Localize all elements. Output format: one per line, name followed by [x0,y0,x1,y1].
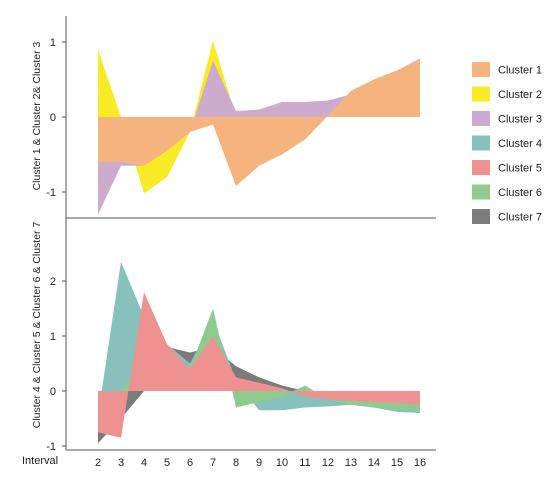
legend-swatch-cluster-5 [472,160,490,175]
x-tick-label: 12 [322,457,334,469]
legend-swatch-cluster-2 [472,86,490,102]
legend: Cluster 1 Cluster 2 Cluster 3 Cluster 4 Clus… [472,62,542,224]
legend-label-cluster-6: Cluster 6 [498,187,542,199]
x-tick-label: 14 [368,457,380,469]
x-tick-label: 15 [391,457,403,469]
series-area-cluster-3-panel-1 [98,58,420,215]
series-area-cluster-5-panel-2 [98,292,420,438]
x-tick-label: 16 [414,457,426,469]
x-tick-label: 9 [256,457,262,469]
y-tick-label: 0 [50,112,56,124]
series-area-cluster-1-panel-1 [98,59,420,186]
y-tick-label: 1 [50,331,56,343]
legend-swatch-cluster-4 [472,135,490,151]
legend-swatch-cluster-6 [472,184,490,200]
legend-swatch-cluster-7 [472,209,490,224]
legend-label-cluster-5: Cluster 5 [498,163,542,175]
legend-swatch-cluster-1 [472,62,490,77]
x-tick-label: 3 [118,457,124,469]
x-tick-label: 13 [345,457,357,469]
x-tick-label: 6 [187,457,193,469]
series-layer [98,40,420,444]
x-tick-label: 11 [299,457,310,469]
legend-label-cluster-3: Cluster 3 [498,114,542,126]
y-tick-label: 1 [50,37,56,49]
y-tick-label: -1 [46,187,56,199]
y-tick-label: 0 [50,386,56,398]
x-tick-label: 5 [164,457,170,469]
titles-layer: Cluster 1 & Cluster 2& Cluster 3 Cluster… [22,41,58,467]
x-axis-title: Interval [22,455,58,467]
y-tick-label: 2 [50,276,56,288]
x-tick-label: 10 [276,457,288,469]
legend-label-cluster-7: Cluster 7 [498,212,542,224]
x-tick-label: 4 [141,457,147,469]
y-tick-label: -1 [46,441,56,453]
legend-label-cluster-2: Cluster 2 [498,89,542,101]
top-panel-y-axis-title: Cluster 1 & Cluster 2& Cluster 3 [31,41,43,190]
x-tick-label: 2 [95,457,101,469]
x-tick-label: 8 [233,457,239,469]
bottom-panel-y-axis-title: Cluster 4 & Cluster 5 & Cluster 6 & Clus… [31,222,43,429]
legend-label-cluster-1: Cluster 1 [498,65,542,77]
x-tick-label: 7 [210,457,216,469]
legend-swatch-cluster-3 [472,111,490,126]
legend-label-cluster-4: Cluster 4 [498,138,542,150]
